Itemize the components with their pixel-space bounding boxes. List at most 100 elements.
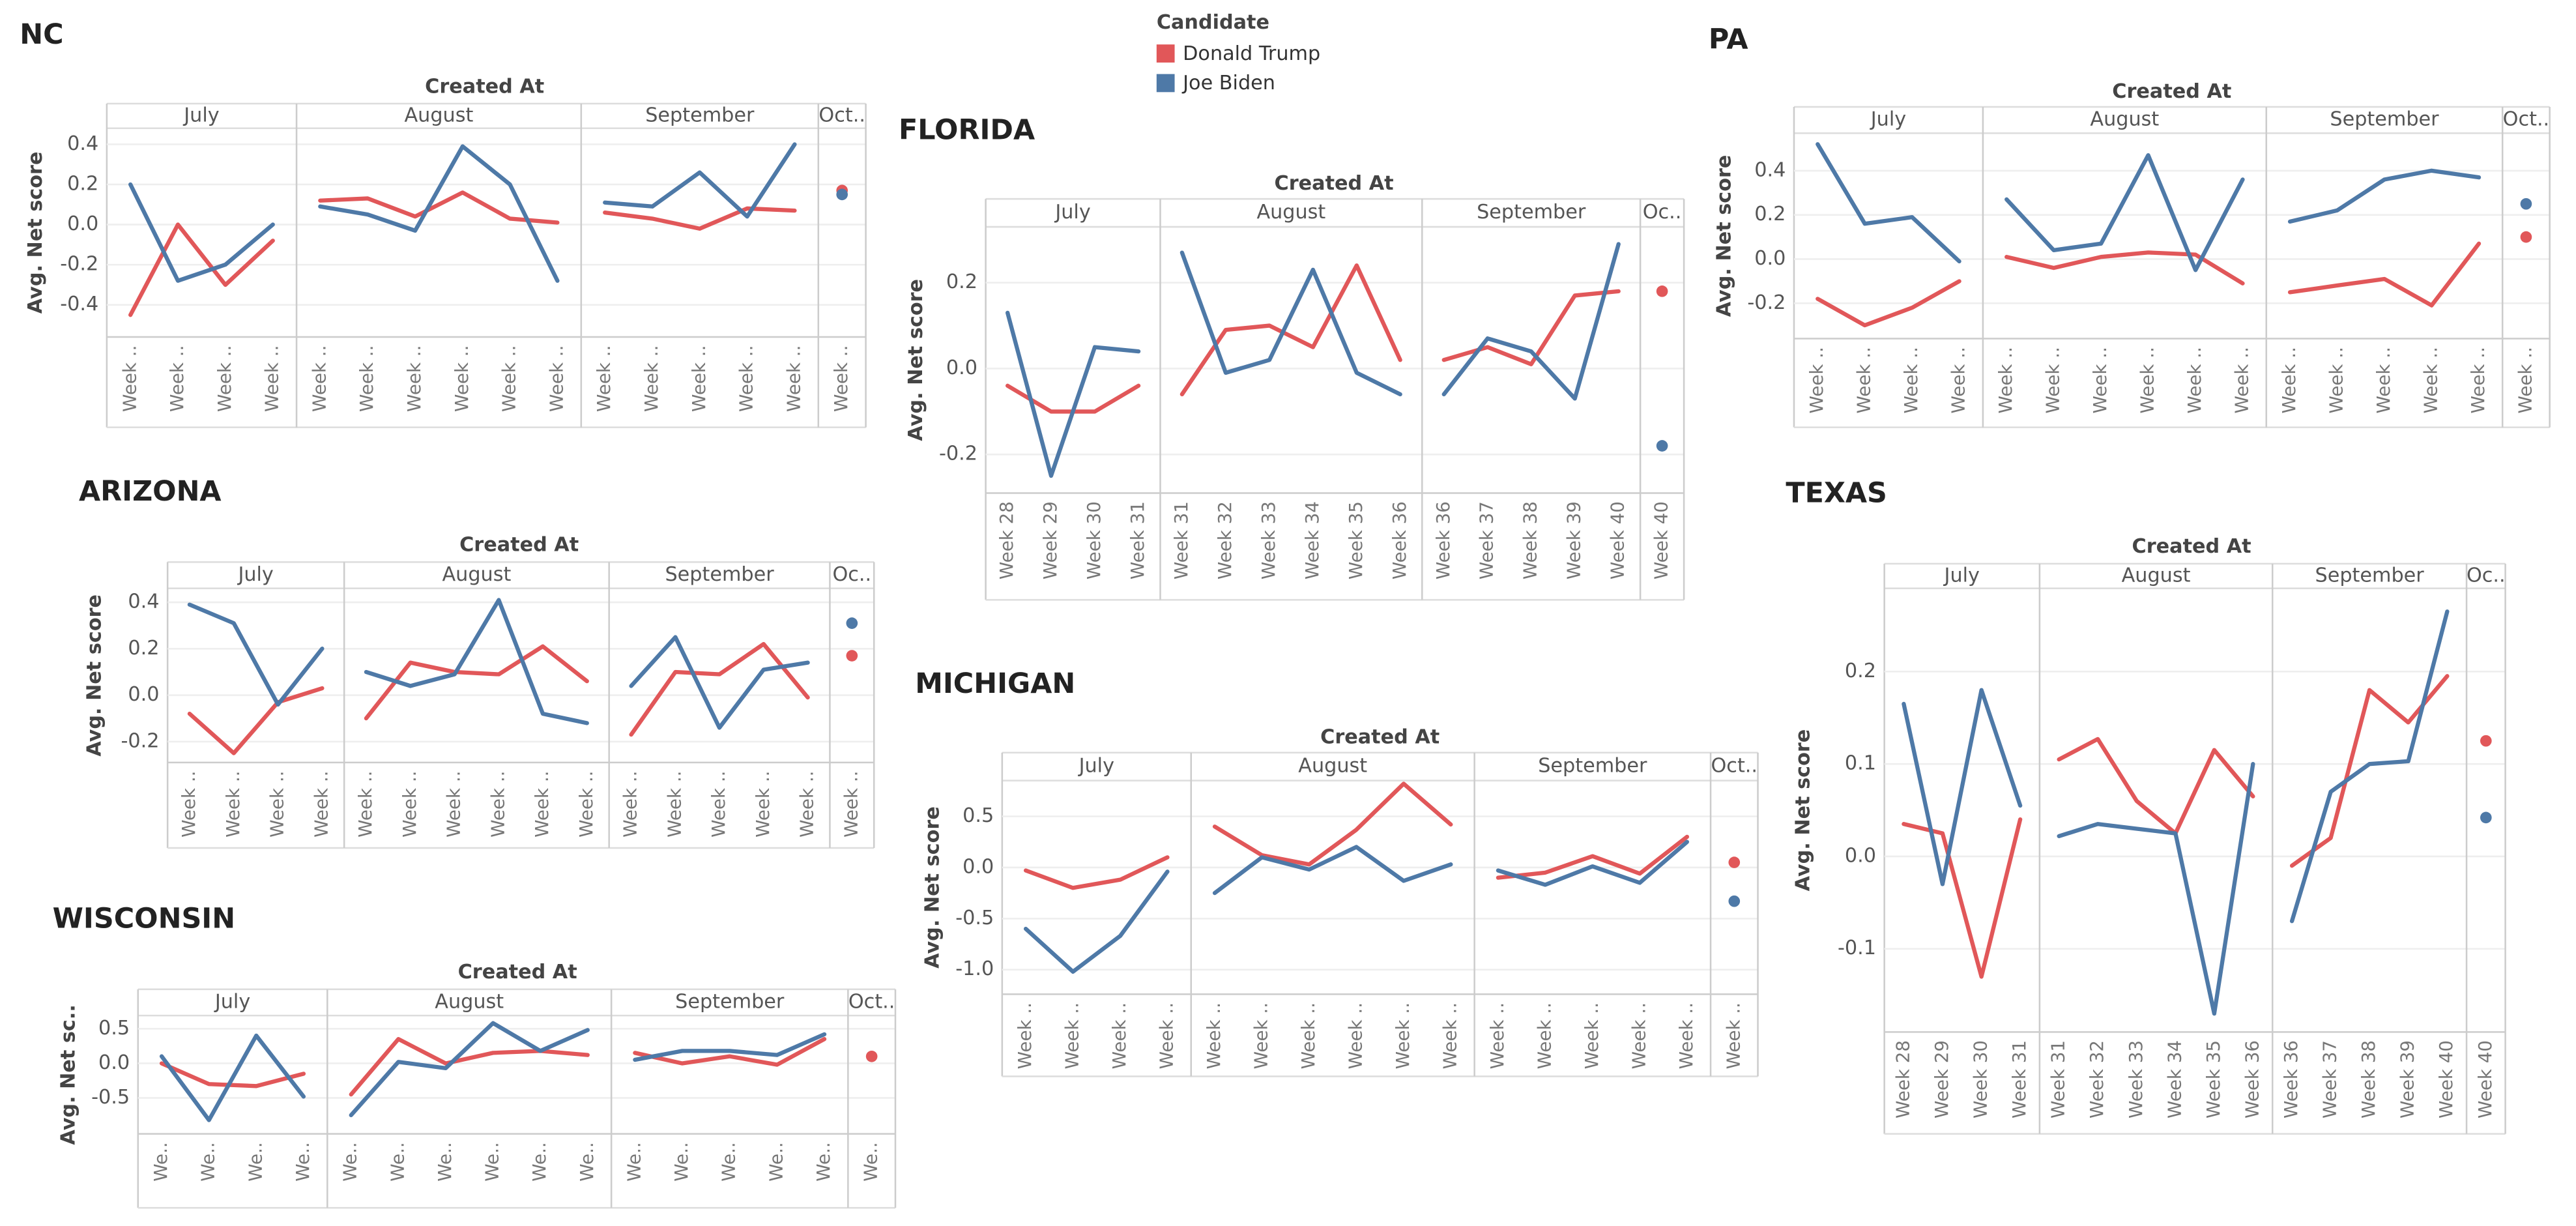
- x-tick-label: Week 35: [1345, 501, 1367, 579]
- y-tick-label: -0.2: [121, 729, 160, 752]
- x-tick-label: Week ..: [1108, 1002, 1130, 1069]
- y-tick-label: 0.2: [67, 172, 98, 195]
- month-label: September: [1477, 201, 1586, 224]
- x-tick-label: Week ..: [1392, 1002, 1413, 1069]
- x-tick-label: Week ..: [2278, 347, 2300, 413]
- x-tick-label: Week 37: [1476, 501, 1498, 579]
- x-tick-label: Week ..: [1628, 1002, 1649, 1069]
- x-tick-label: We..: [718, 1142, 740, 1181]
- month-label: September: [2330, 108, 2439, 131]
- x-header: Created At: [458, 961, 577, 984]
- x-tick-label: Week ..: [2184, 347, 2205, 413]
- series-line: [2057, 737, 2255, 836]
- y-tick-label: 0.4: [1754, 158, 1786, 181]
- y-axis-label: Avg. Net score: [904, 279, 927, 441]
- series-line: [364, 598, 589, 725]
- x-tick-label: We..: [244, 1142, 266, 1181]
- x-tick-label: Week ..: [356, 345, 377, 412]
- point: [2480, 735, 2492, 747]
- month-label: July: [1078, 755, 1114, 778]
- series-line: [633, 1037, 827, 1067]
- y-tick-label: 0.4: [128, 591, 159, 613]
- y-axis-label: Avg. Net sc..: [57, 1004, 80, 1145]
- x-tick-label: Week ..: [708, 771, 729, 838]
- series-line: [187, 602, 325, 707]
- x-tick-label: Week ..: [222, 771, 244, 838]
- x-tick-label: Week 31: [2008, 1040, 2030, 1118]
- x-tick-label: Week ..: [499, 345, 520, 412]
- chart-title: FLORIDA: [899, 113, 1035, 146]
- y-tick-label: 0.0: [67, 212, 98, 235]
- point: [846, 617, 858, 629]
- x-tick-label: Week 40: [2474, 1040, 2496, 1118]
- y-tick-label: -0.4: [60, 293, 98, 315]
- x-tick-label: Week ..: [840, 771, 861, 838]
- x-header: Created At: [1320, 726, 1440, 749]
- y-tick-label: -1.0: [955, 957, 994, 980]
- x-tick-label: Week 28: [996, 501, 1017, 579]
- x-tick-label: Week ..: [688, 345, 710, 412]
- legend-swatch: [1156, 74, 1175, 93]
- series-line: [1179, 250, 1402, 397]
- x-tick-label: We..: [671, 1142, 692, 1181]
- y-axis-label: Avg. Net score: [1713, 155, 1736, 317]
- y-tick-label: 0.2: [946, 270, 977, 293]
- month-label: July: [182, 104, 219, 126]
- y-tick-label: 0.2: [128, 637, 159, 660]
- x-tick-label: Week 40: [1607, 501, 1628, 579]
- x-tick-label: We..: [340, 1142, 361, 1181]
- month-label: July: [237, 563, 273, 586]
- series-line: [318, 190, 560, 225]
- x-tick-label: Week 40: [2435, 1040, 2457, 1118]
- x-tick-label: Week 31: [2048, 1040, 2069, 1118]
- x-tick-label: Week 40: [1651, 501, 1672, 579]
- y-axis-label: Avg. Net score: [921, 806, 944, 969]
- series-line: [1006, 310, 1141, 478]
- x-tick-label: Week ..: [2089, 347, 2111, 413]
- x-tick-label: Week 37: [2319, 1040, 2341, 1118]
- x-tick-label: Week 39: [2397, 1040, 2418, 1118]
- point: [2520, 197, 2532, 210]
- x-tick-label: We..: [386, 1142, 408, 1181]
- series-line: [603, 142, 797, 219]
- point: [2520, 231, 2532, 243]
- x-tick-label: Week 30: [1970, 1040, 1991, 1118]
- x-tick-label: Week ..: [1297, 1002, 1319, 1069]
- x-tick-label: Week ..: [531, 771, 553, 838]
- y-tick-label: 0.2: [1845, 660, 1876, 682]
- x-tick-label: Week 35: [2203, 1040, 2224, 1118]
- x-tick-label: Week ..: [2042, 347, 2064, 413]
- series-line: [159, 1033, 306, 1122]
- x-tick-label: Week ..: [214, 345, 235, 412]
- series-line: [159, 1061, 306, 1088]
- month-label: September: [645, 104, 755, 126]
- x-tick-label: Week 30: [1083, 501, 1105, 579]
- x-header: Created At: [1275, 172, 1394, 195]
- x-tick-label: We..: [292, 1142, 313, 1181]
- y-tick-label: 0.0: [962, 855, 994, 878]
- x-tick-label: Week ..: [1853, 347, 1875, 413]
- series-line: [128, 222, 275, 317]
- x-header: Created At: [2132, 535, 2251, 558]
- month-label: Oc..: [1643, 201, 1682, 224]
- y-axis-label: Avg. Net score: [1792, 729, 1815, 892]
- x-header: Created At: [2112, 80, 2231, 103]
- x-tick-label: Week ..: [1900, 347, 1922, 413]
- point: [1656, 285, 1668, 297]
- x-tick-label: Week ..: [355, 771, 376, 838]
- series-line: [603, 206, 797, 231]
- month-label: September: [1538, 755, 1647, 778]
- series-line: [364, 644, 589, 721]
- month-label: Oct..: [2503, 108, 2550, 131]
- chart-title: PA: [1709, 23, 1748, 56]
- x-tick-label: Week ..: [663, 771, 685, 838]
- x-tick-label: Week 38: [2358, 1040, 2379, 1118]
- series-line: [1902, 817, 2023, 979]
- series-line: [1902, 688, 2023, 886]
- x-tick-label: We..: [197, 1142, 219, 1181]
- x-tick-label: Week 33: [2125, 1040, 2147, 1118]
- x-tick-label: Week ..: [166, 345, 188, 412]
- x-tick-label: Week ..: [2420, 347, 2441, 413]
